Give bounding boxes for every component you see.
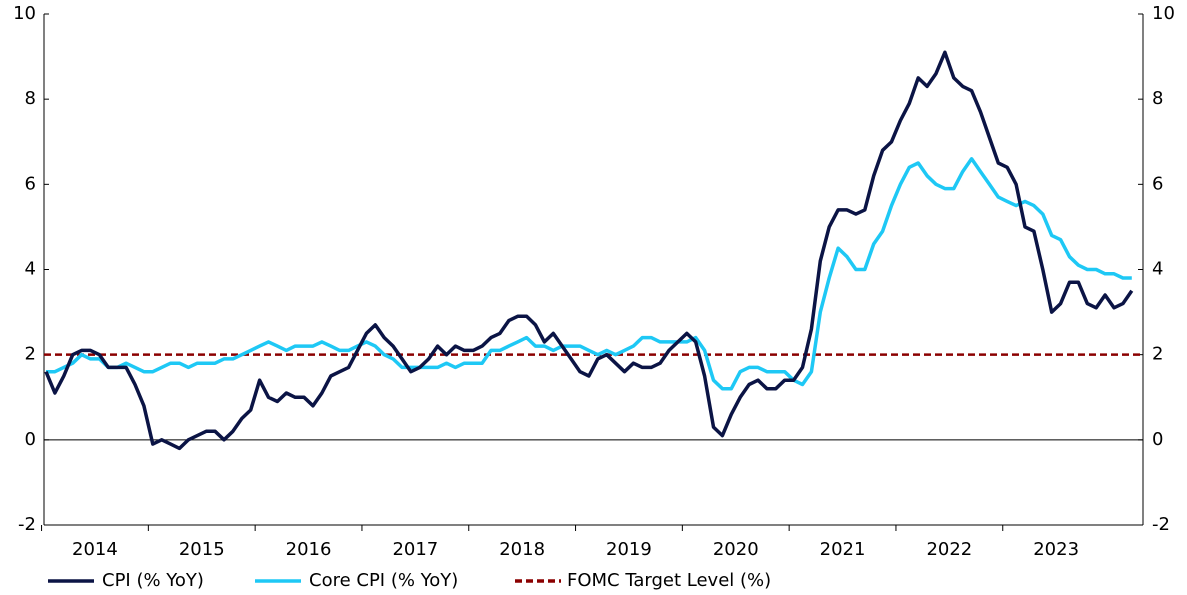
y2-tick-label: 4: [1152, 259, 1163, 280]
x-tick-label: 2021: [820, 539, 866, 560]
y2-tick-label: 0: [1152, 429, 1163, 450]
x-tick-label: 2016: [286, 539, 332, 560]
x-tick-label: 2017: [392, 539, 438, 560]
y-tick-label: 10: [13, 3, 36, 24]
x-tick-label: 2015: [179, 539, 225, 560]
y2-tick-label: 10: [1152, 3, 1175, 24]
series-line: [46, 157, 1132, 391]
x-tick-label: 2020: [713, 539, 759, 560]
y-tick-label: -2: [18, 514, 36, 535]
y-tick-label: 2: [25, 344, 36, 365]
legend-label: Core CPI (% YoY): [309, 570, 458, 591]
x-tick-label: 2019: [606, 539, 652, 560]
legend-label: CPI (% YoY): [102, 570, 204, 591]
y2-tick-label: 6: [1152, 173, 1163, 194]
y2-tick-label: 8: [1152, 88, 1163, 109]
x-tick-label: 2022: [926, 539, 972, 560]
x-tick-label: 2023: [1033, 539, 1079, 560]
y2-tick-label: -2: [1152, 514, 1170, 535]
series-line: [44, 50, 1134, 451]
x-tick-label: 2018: [499, 539, 545, 560]
y-tick-label: 8: [25, 88, 36, 109]
y-tick-label: 6: [25, 173, 36, 194]
legend-label: FOMC Target Level (%): [567, 570, 771, 591]
y-tick-label: 4: [25, 259, 36, 280]
y2-tick-label: 2: [1152, 344, 1163, 365]
y-tick-label: 0: [25, 429, 36, 450]
x-tick-label: 2014: [72, 539, 118, 560]
